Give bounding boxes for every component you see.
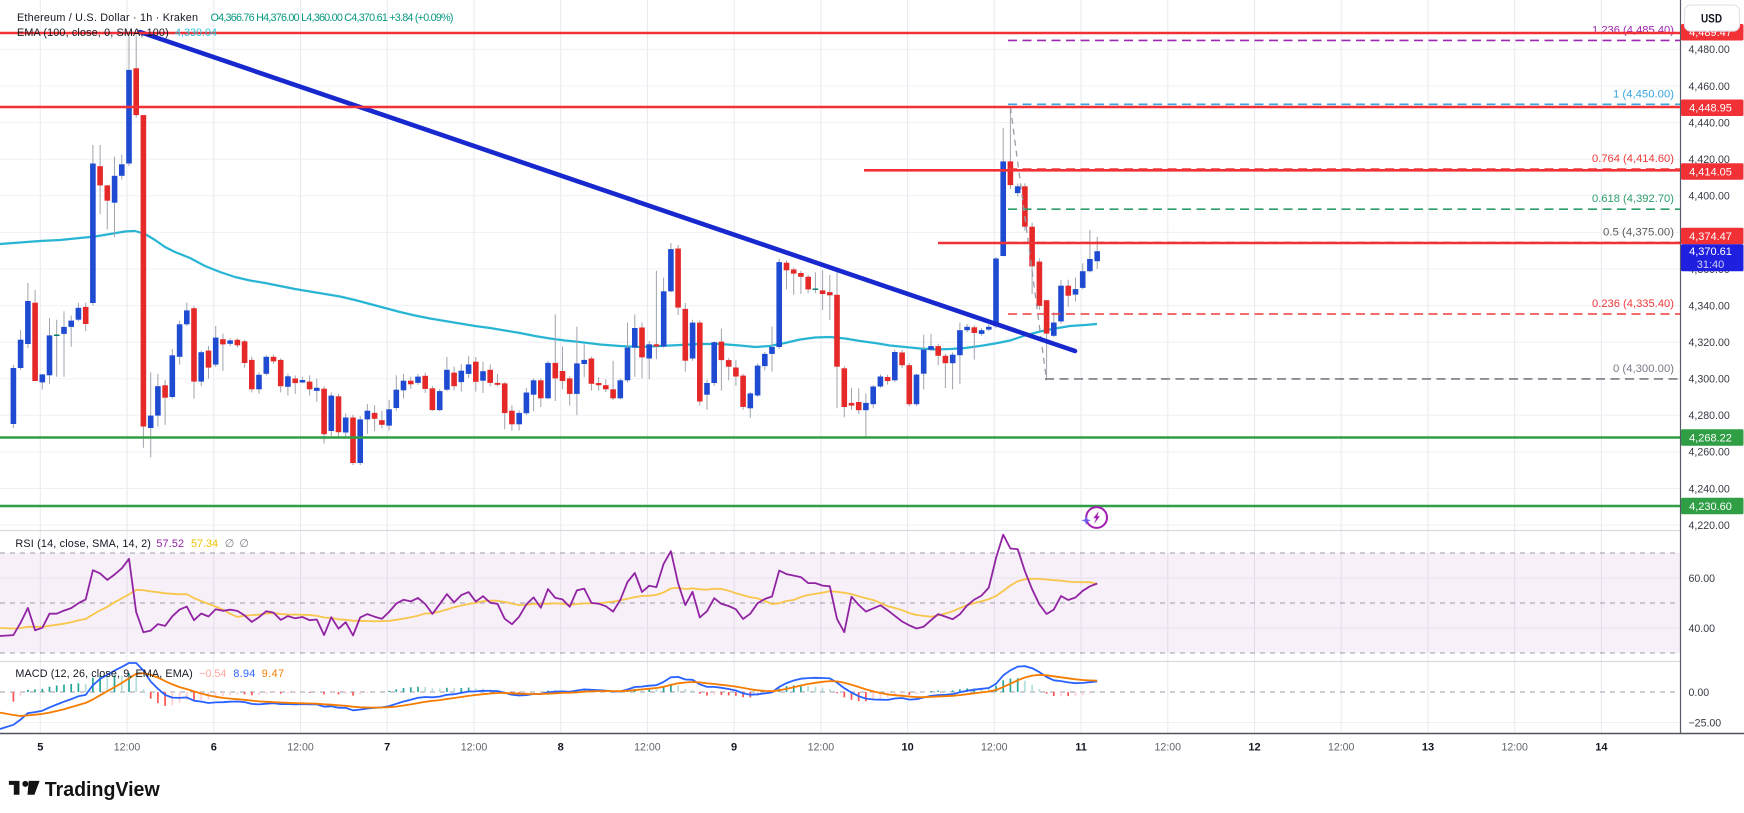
svg-text:4,280.00: 4,280.00	[1689, 410, 1730, 422]
svg-text:12: 12	[1248, 742, 1260, 754]
svg-text:TradingView: TradingView	[45, 778, 160, 801]
svg-text:8: 8	[558, 742, 564, 754]
svg-text:7: 7	[384, 742, 390, 754]
svg-text:0.236 (4,335.40): 0.236 (4,335.40)	[1592, 298, 1674, 310]
svg-text:10: 10	[901, 742, 913, 754]
svg-text:4,220.00: 4,220.00	[1689, 520, 1730, 532]
svg-text:4,440.00: 4,440.00	[1689, 117, 1730, 129]
svg-text:12:00: 12:00	[287, 742, 314, 754]
svg-text:EMA (100, close, 0, SMA, 100)4: EMA (100, close, 0, SMA, 100)4,330.04	[17, 27, 217, 39]
svg-text:4,374.47: 4,374.47	[1689, 231, 1732, 243]
svg-text:4,320.00: 4,320.00	[1689, 337, 1730, 349]
svg-text:5: 5	[37, 742, 43, 754]
svg-text:Ethereum / U.S. Dollar · 1h ·: Ethereum / U.S. Dollar · 1h · KrakenO4,3…	[17, 12, 454, 24]
svg-text:4,340.00: 4,340.00	[1689, 300, 1730, 312]
svg-text:MACD (12, 26, close, 9, EMA, E: MACD (12, 26, close, 9, EMA, EMA)−0.548.…	[15, 668, 284, 680]
svg-text:12:00: 12:00	[461, 742, 488, 754]
svg-text:40.00: 40.00	[1689, 623, 1716, 635]
svg-text:−25.00: −25.00	[1689, 717, 1722, 729]
svg-text:4,230.60: 4,230.60	[1689, 501, 1732, 513]
svg-text:4,460.00: 4,460.00	[1689, 81, 1730, 93]
svg-text:4,300.00: 4,300.00	[1689, 374, 1730, 386]
svg-text:13: 13	[1422, 742, 1434, 754]
svg-text:0 (4,300.00): 0 (4,300.00)	[1613, 363, 1674, 375]
svg-text:USD: USD	[1701, 14, 1722, 26]
svg-text:0.618 (4,392.70): 0.618 (4,392.70)	[1592, 193, 1674, 205]
svg-text:4,414.05: 4,414.05	[1689, 166, 1732, 178]
svg-text:4,400.00: 4,400.00	[1689, 191, 1730, 203]
svg-text:31:40: 31:40	[1697, 259, 1725, 271]
svg-text:1.236 (4,485.40): 1.236 (4,485.40)	[1592, 24, 1674, 36]
svg-text:11: 11	[1075, 742, 1087, 754]
svg-text:9: 9	[731, 742, 737, 754]
svg-text:0.5 (4,375.00): 0.5 (4,375.00)	[1603, 227, 1674, 239]
svg-text:14: 14	[1595, 742, 1608, 754]
svg-text:12:00: 12:00	[981, 742, 1008, 754]
svg-text:12:00: 12:00	[808, 742, 835, 754]
svg-text:4,370.61: 4,370.61	[1689, 246, 1732, 258]
svg-text:12:00: 12:00	[634, 742, 661, 754]
svg-text:1 (4,450.00): 1 (4,450.00)	[1613, 88, 1674, 100]
svg-text:12:00: 12:00	[1155, 742, 1182, 754]
svg-text:0.764 (4,414.60): 0.764 (4,414.60)	[1592, 153, 1674, 165]
svg-text:12:00: 12:00	[1501, 742, 1528, 754]
svg-text:60.00: 60.00	[1689, 573, 1716, 585]
svg-text:4,268.22: 4,268.22	[1689, 432, 1732, 444]
svg-text:4,480.00: 4,480.00	[1689, 44, 1730, 56]
svg-text:4,448.95: 4,448.95	[1689, 103, 1732, 115]
svg-text:4,240.00: 4,240.00	[1689, 483, 1730, 495]
svg-text:12:00: 12:00	[1328, 742, 1355, 754]
svg-text:12:00: 12:00	[114, 742, 141, 754]
svg-text:0.00: 0.00	[1689, 687, 1710, 699]
svg-text:4,260.00: 4,260.00	[1689, 447, 1730, 459]
svg-text:6: 6	[211, 742, 217, 754]
